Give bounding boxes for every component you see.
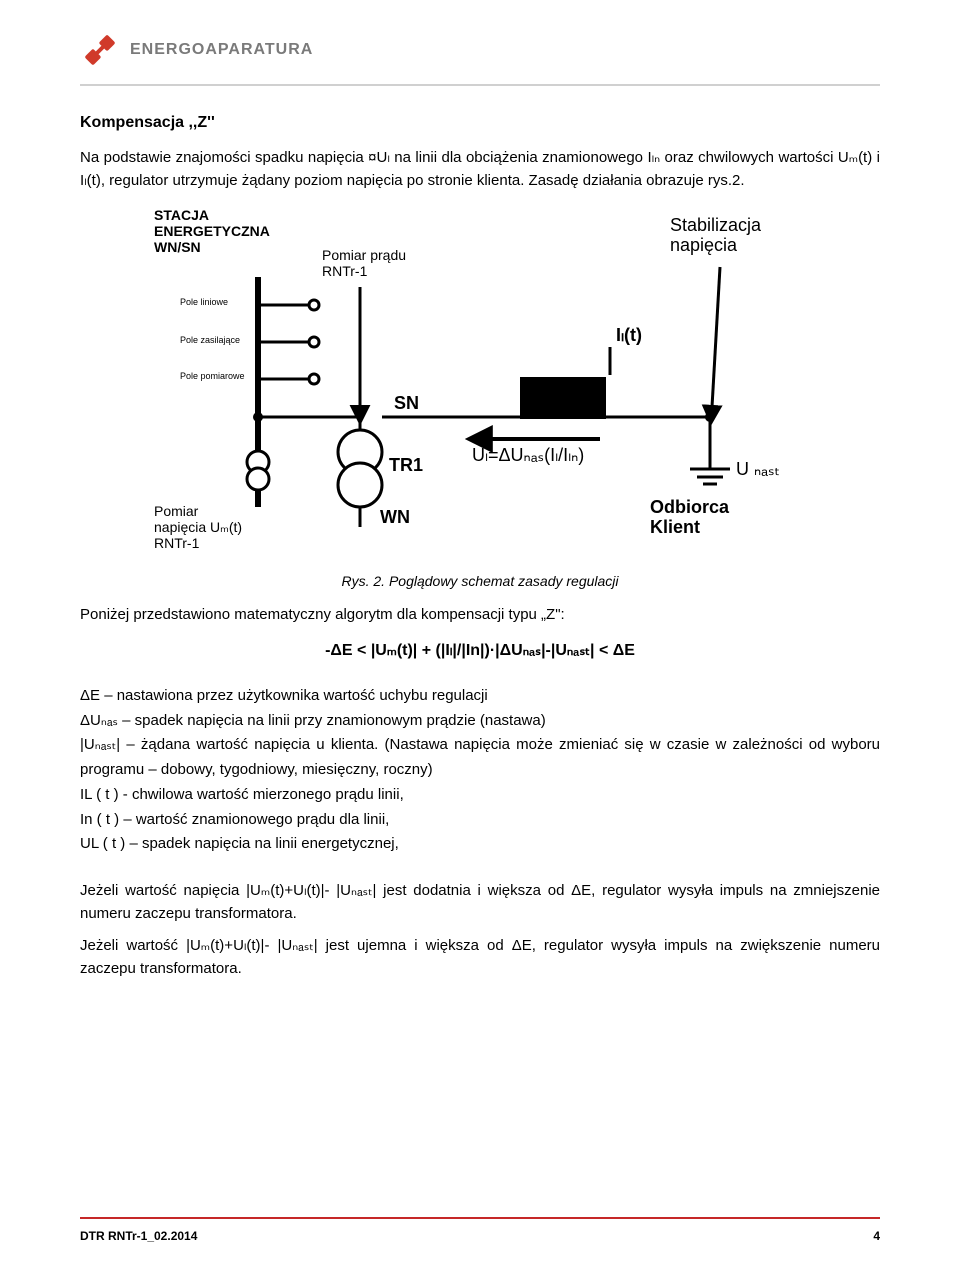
definitions-block: ΔE – nastawiona przez użytkownika wartoś… xyxy=(80,684,880,857)
page-header: ENERGOAPARATURA xyxy=(80,20,880,80)
section-title: Kompensacja ,,Z'' xyxy=(80,114,880,132)
brand-logo-icon xyxy=(80,30,120,70)
label-pole-zasil: Pole zasilające xyxy=(180,335,240,345)
label-pomiar-nap: Pomiar napięcia Uₘ(t) RNTr-1 xyxy=(154,503,242,551)
label-pole-pomiar: Pole pomiarowe xyxy=(180,371,245,381)
label-unast: U ₙₐₛₜ xyxy=(736,459,780,480)
footer-doc-id: DTR RNTr-1_02.2014 xyxy=(80,1229,197,1243)
footer-page-number: 4 xyxy=(873,1229,880,1243)
figure-caption: Rys. 2. Poglądowy schemat zasady regulac… xyxy=(80,573,880,589)
intro-paragraph: Na podstawie znajomości spadku napięcia … xyxy=(80,146,880,193)
paragraph-increase: Jeżeli wartość napięcia |Uₘ(t)+Uₗ(t)|- |… xyxy=(80,879,880,926)
label-ilt: Iₗ(t) xyxy=(616,325,642,346)
def-UL: UL ( t ) – spadek napięcia na linii ener… xyxy=(80,832,880,857)
paragraph-decrease: Jeżeli wartość |Uₘ(t)+Uₗ(t)|- |Uₙₐₛₜ| je… xyxy=(80,934,880,981)
figure-wrapper: STACJA ENERGETYCZNA WN/SN Pomiar prądu R… xyxy=(80,207,880,567)
def-IL: IL ( t ) - chwilowa wartość mierzonego p… xyxy=(80,783,880,808)
brand-name: ENERGOAPARATURA xyxy=(130,41,313,59)
label-pomiar-pradu: Pomiar prądu RNTr-1 xyxy=(322,247,406,279)
label-ul-eq: Uₗ=ΔUₙₐₛ(Iₗ/Iₗₙ) xyxy=(472,445,584,466)
header-divider xyxy=(80,84,880,86)
formula: -ΔE < |Uₘ(t)| + (|Iₗ|/|In|)·|ΔUₙₐₛ|-|Uₙₐ… xyxy=(80,640,880,660)
schematic-diagram: STACJA ENERGETYCZNA WN/SN Pomiar prądu R… xyxy=(150,207,810,567)
footer-divider xyxy=(80,1217,880,1219)
logo: ENERGOAPARATURA xyxy=(80,30,313,70)
def-dUnas: ΔUₙₐₛ – spadek napięcia na linii przy zn… xyxy=(80,709,880,734)
page-footer: DTR RNTr-1_02.2014 4 xyxy=(80,1229,880,1243)
label-stabilizacja: Stabilizacja napięcia xyxy=(670,215,761,256)
def-In: In ( t ) – wartość znamionowego prądu dl… xyxy=(80,808,880,833)
label-pole-liniowe: Pole liniowe xyxy=(180,297,228,307)
label-odbiorca: Odbiorca Klient xyxy=(650,497,729,538)
def-Unast: |Uₙₐₛₜ| – żądana wartość napięcia u klie… xyxy=(80,733,880,783)
label-wn: WN xyxy=(380,507,410,528)
label-stacja: STACJA ENERGETYCZNA WN/SN xyxy=(154,207,270,255)
label-tr1: TR1 xyxy=(389,455,423,476)
def-dE: ΔE – nastawiona przez użytkownika wartoś… xyxy=(80,684,880,709)
label-sn: SN xyxy=(394,393,419,414)
algorithm-intro: Poniżej przedstawiono matematyczny algor… xyxy=(80,603,880,626)
